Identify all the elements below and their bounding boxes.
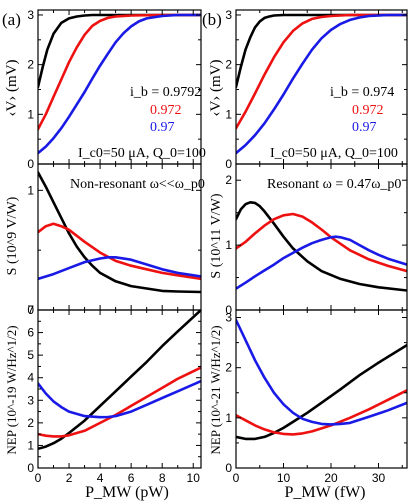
series-line-red	[236, 389, 407, 436]
y-tick-label: 2	[27, 58, 34, 72]
v-ylabel-b: ‹V› (mV)	[208, 59, 224, 116]
series-line-blue	[236, 235, 407, 290]
b-params-label: I_c0=50 μA, Q_0=100	[270, 146, 398, 161]
y-tick-label: 2	[225, 173, 232, 187]
b-ib-red-label: 0.972	[352, 103, 384, 118]
x-tick-label: 2	[66, 471, 73, 485]
y-tick-label: 0	[225, 157, 232, 171]
y-tick-label: 7	[27, 303, 34, 317]
x-label-b: P_MW (fW)	[284, 484, 365, 501]
x-tick-label: 6	[128, 471, 135, 485]
s-ylabel-b: S (10^11 V/W)	[209, 193, 224, 278]
y-tick-label: 4	[27, 371, 34, 385]
y-tick-label: 2	[225, 58, 232, 72]
y-tick-label: 3	[27, 8, 34, 22]
x-tick-label: 10	[277, 471, 291, 485]
series-line-red	[236, 212, 407, 273]
y-tick-label: 0	[27, 303, 34, 317]
y-tick-label: 0	[225, 461, 232, 475]
y-tick-label: 3	[225, 311, 232, 325]
x-tick-label: 20	[324, 471, 338, 485]
y-tick-label: 1	[27, 183, 34, 197]
series-line-black	[236, 343, 407, 441]
x-label-a: P_MW (pW)	[85, 484, 169, 501]
a-ib-red-label: 0.972	[150, 103, 182, 118]
y-tick-label: 0	[225, 303, 232, 317]
x-tick-label: 30	[372, 471, 386, 485]
y-tick-label: 1	[225, 107, 232, 121]
series-line-blue	[38, 379, 201, 419]
series-line-blue	[38, 13, 201, 155]
series-line-blue	[38, 256, 201, 281]
a-ib-label: i_b = 0.9792	[130, 85, 201, 100]
y-tick-label: 5	[27, 348, 34, 362]
y-tick-label: 1	[225, 238, 232, 252]
panel-b-mid: 0 1 2	[225, 163, 408, 317]
series-line-red	[38, 366, 201, 438]
b-ib-label: i_b = 0.974	[330, 85, 394, 100]
y-tick-label: 1	[27, 438, 34, 452]
y-tick-label: 1	[225, 411, 232, 425]
series-line-red	[236, 13, 407, 130]
x-tick-label: 8	[159, 471, 166, 485]
series-line-black	[236, 13, 407, 89]
series-line-red	[38, 13, 201, 131]
b-ib-blue-label: 0.97	[352, 120, 377, 135]
panel-a-top: 0 1 2 3	[27, 8, 202, 171]
y-tick-label: 2	[27, 416, 34, 430]
series-line-black	[236, 201, 407, 292]
panel-a-label: (a)	[2, 10, 21, 29]
axes-frame	[235, 309, 408, 469]
nep-ylabel-a: NEP (10^-19 W/Hz^1/2)	[4, 325, 19, 454]
series-line-blue	[236, 13, 407, 155]
series-line-black	[38, 171, 201, 294]
nep-ylabel-b: NEP (10^-21 W/Hz^1/2)	[208, 325, 223, 454]
v-ylabel-a: ‹V› (mV)	[4, 59, 20, 116]
series-line-red	[38, 222, 201, 281]
y-tick-label: 1	[27, 107, 34, 121]
y-tick-label: 6	[27, 326, 34, 340]
series-line-blue	[236, 318, 407, 426]
y-tick-label: 2	[225, 361, 232, 375]
y-tick-label: 0	[27, 157, 34, 171]
x-tick-label: 10	[187, 471, 201, 485]
panel-a-mid: 01	[27, 163, 202, 317]
x-tick-label: 0	[35, 471, 42, 485]
panel-b-label: (b)	[202, 10, 222, 29]
series-line-black	[38, 310, 201, 451]
y-tick-label: 3	[27, 393, 34, 407]
x-tick-label: 0	[233, 471, 240, 485]
a-ib-blue-label: 0.97	[150, 120, 175, 135]
y-tick-label: 0	[27, 461, 34, 475]
y-tick-label: 3	[225, 8, 232, 22]
s-ylabel-a: S (10^9 V/W)	[5, 196, 20, 275]
a-regime-label: Non-resonant ω<<ω_p0	[70, 177, 205, 192]
x-tick-label: 4	[97, 471, 104, 485]
b-regime-label: Resonant ω = 0.47ω_p0	[267, 177, 401, 192]
a-params-label: I_c0=50 μA, Q_0=100	[78, 146, 206, 161]
